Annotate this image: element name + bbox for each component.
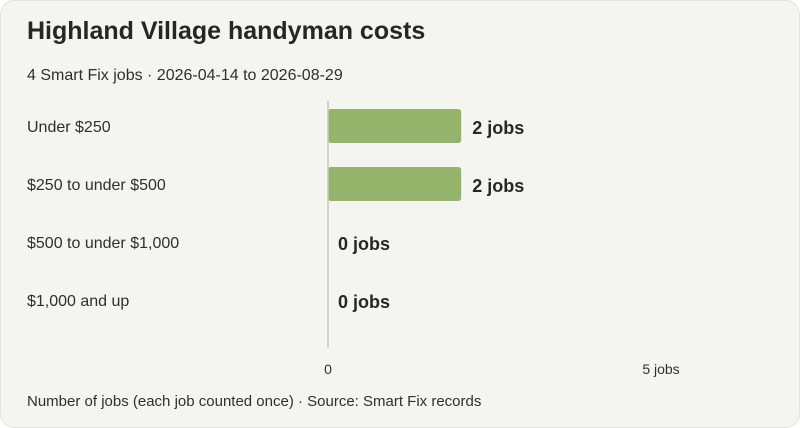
chart-title: Highland Village handyman costs [27, 17, 426, 45]
value-label: 2 jobs [472, 118, 524, 138]
bar [328, 109, 462, 143]
chart-footer: Number of jobs (each job counted once) ·… [27, 393, 482, 410]
value-label: 0 jobs [338, 292, 390, 312]
bar-chart: Under $250 2 jobs $250 to under $500 2 jobs… [27, 101, 680, 377]
category-label: Under $250 [27, 119, 111, 136]
bar [328, 167, 462, 201]
category-label: $250 to under $500 [27, 177, 166, 194]
category-label: $500 to under $1,000 [27, 235, 179, 252]
value-label: 0 jobs [338, 234, 390, 254]
tick-label: 0 [324, 361, 332, 377]
category-label: $1,000 and up [27, 293, 129, 310]
value-label: 2 jobs [472, 176, 524, 196]
chart-subtitle: 4 Smart Fix jobs · 2026-04-14 to 2026-08… [27, 67, 343, 84]
tick-label: 5 jobs [642, 361, 679, 377]
